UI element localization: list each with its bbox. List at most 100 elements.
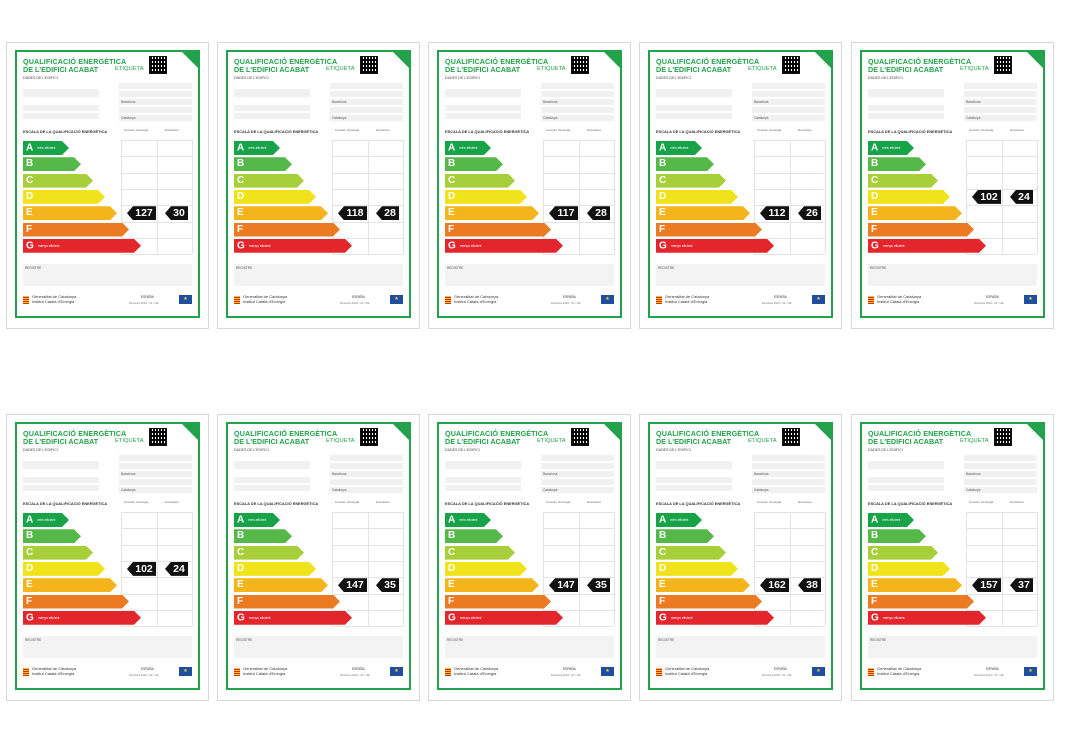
rating-bar-e: E xyxy=(23,206,117,220)
icaen-name: Institut Català d'Energia xyxy=(665,670,708,676)
corner-triangle xyxy=(392,424,409,441)
grid-line xyxy=(121,528,192,530)
emissions-column-header: Emissions xyxy=(798,128,812,132)
rating-letter: A xyxy=(659,514,667,526)
icaen-name: Institut Català d'Energia xyxy=(877,298,920,304)
registre-label: REGISTRE xyxy=(25,266,42,270)
most-efficient-text: més eficient xyxy=(248,146,267,150)
corner-triangle xyxy=(814,52,831,69)
emissions-value-marker: 30 xyxy=(165,206,188,221)
footer: Generalitat de Catalunya Institut Català … xyxy=(868,294,1037,308)
grid-line xyxy=(543,560,614,562)
label-title-line1: QUALIFICACIÓ ENERGÈTICA xyxy=(445,57,549,66)
rating-letter: C xyxy=(659,546,667,558)
espanya-text: ESPAÑA xyxy=(774,295,787,299)
scale-heading: ESCALA DE LA QUALIFICACIÓ ENERGÈTICA xyxy=(234,129,319,134)
registre-block: REGISTRE xyxy=(868,636,1037,658)
consum-value-marker: 118 xyxy=(338,206,367,221)
corner-triangle xyxy=(1026,52,1043,69)
icaen-name: Institut Català d'Energia xyxy=(665,298,708,304)
scale-heading: ESCALA DE LA QUALIFICACIÓ ENERGÈTICA xyxy=(656,501,741,506)
footer: Generalitat de Catalunya Institut Català … xyxy=(656,294,825,308)
registre-label: REGISTRE xyxy=(870,266,887,270)
generalitat-name: Generalitat de Catalunya xyxy=(454,666,499,671)
grid-line xyxy=(966,254,1037,256)
footer: Generalitat de Catalunya Institut Català … xyxy=(23,666,192,680)
registre-label: REGISTRE xyxy=(658,638,675,642)
emissions-value-marker: 24 xyxy=(1010,189,1033,204)
energy-label-card[interactable]: QUALIFICACIÓ ENERGÈTICA DE L'EDIFICI ACAB… xyxy=(6,42,209,329)
scale-heading: ESCALA DE LA QUALIFICACIÓ ENERGÈTICA xyxy=(445,501,530,506)
grid-line xyxy=(121,254,192,256)
generalitat-text: Generalitat de Catalunya Institut Català … xyxy=(665,666,709,676)
registre-label: REGISTRE xyxy=(447,266,464,270)
grid-line xyxy=(966,205,1037,207)
grid-line xyxy=(754,205,825,207)
dades-heading: DADES DE L'EDIFICI xyxy=(868,76,903,80)
data-field xyxy=(23,477,99,483)
rating-letter: F xyxy=(448,595,455,607)
energy-label-card[interactable]: QUALIFICACIÓ ENERGÈTICA DE L'EDIFICI ACAB… xyxy=(851,42,1054,329)
generalitat-name: Generalitat de Catalunya xyxy=(32,294,77,299)
grid-divider xyxy=(790,512,791,627)
grid-line xyxy=(332,609,403,611)
data-field xyxy=(330,487,403,493)
energy-label-card[interactable]: QUALIFICACIÓ ENERGÈTICA DE L'EDIFICI ACAB… xyxy=(428,42,631,329)
footer: Generalitat de Catalunya Institut Català … xyxy=(234,666,403,680)
grid-divider xyxy=(790,140,791,255)
grid-line xyxy=(121,188,192,190)
etiqueta-text: ETIQUETA xyxy=(748,66,777,72)
data-field xyxy=(656,113,732,119)
dades-heading: DADES DE L'EDIFICI xyxy=(234,76,269,80)
registre-label: REGISTRE xyxy=(658,266,675,270)
least-efficient-text: menys eficient xyxy=(37,615,60,620)
grid-line xyxy=(754,140,825,141)
data-field xyxy=(656,461,732,469)
rating-letter: D xyxy=(448,190,456,202)
registre-label: REGISTRE xyxy=(236,266,253,270)
rating-bar-d: D xyxy=(234,190,316,204)
grid-line xyxy=(121,560,192,562)
rating-letter: E xyxy=(448,207,455,219)
most-efficient-text: més eficient xyxy=(459,146,478,150)
energy-label-card[interactable]: QUALIFICACIÓ ENERGÈTICA DE L'EDIFICI ACAB… xyxy=(217,414,420,701)
generalitat-logo-icon xyxy=(234,668,240,676)
region-value: Catalunya xyxy=(754,488,769,492)
label-title-line1: QUALIFICACIÓ ENERGÈTICA xyxy=(868,57,972,66)
grid-line xyxy=(121,544,192,546)
energy-label-card[interactable]: QUALIFICACIÓ ENERGÈTICA DE L'EDIFICI ACAB… xyxy=(639,42,842,329)
rating-letter: F xyxy=(659,223,666,235)
grid-line xyxy=(543,593,614,595)
rating-bar-c: C xyxy=(23,546,93,560)
building-data-block: Barcelona Catalunya xyxy=(23,455,192,493)
label-title-line1: QUALIFICACIÓ ENERGÈTICA xyxy=(23,429,127,438)
grid-divider xyxy=(579,512,580,627)
scale-heading: ESCALA DE LA QUALIFICACIÓ ENERGÈTICA xyxy=(868,501,953,506)
emissions-value-marker: 26 xyxy=(798,206,821,221)
eu-flag-icon: ★ xyxy=(390,295,403,304)
data-field xyxy=(330,91,403,97)
building-data-block: Barcelona Catalunya xyxy=(234,83,403,121)
grid-line xyxy=(754,544,825,546)
grid-line xyxy=(121,626,192,628)
emissions-value-marker: 38 xyxy=(798,578,821,593)
dades-heading: DADES DE L'EDIFICI xyxy=(445,448,480,452)
generalitat-name: Generalitat de Catalunya xyxy=(877,666,922,671)
grid-line xyxy=(543,188,614,190)
grid-line xyxy=(966,237,1037,239)
generalitat-text: Generalitat de Catalunya Institut Català … xyxy=(877,294,921,304)
energy-label-card[interactable]: QUALIFICACIÓ ENERGÈTICA DE L'EDIFICI ACAB… xyxy=(6,414,209,701)
data-field xyxy=(23,89,99,97)
generalitat-logo-icon xyxy=(445,668,451,676)
energy-label-card[interactable]: QUALIFICACIÓ ENERGÈTICA DE L'EDIFICI ACAB… xyxy=(217,42,420,329)
consum-value-marker: 157 xyxy=(972,578,1001,593)
rating-letter: F xyxy=(871,223,878,235)
energy-label-card[interactable]: QUALIFICACIÓ ENERGÈTICA DE L'EDIFICI ACAB… xyxy=(639,414,842,701)
energy-label-card[interactable]: QUALIFICACIÓ ENERGÈTICA DE L'EDIFICI ACAB… xyxy=(851,414,1054,701)
espanya-text: ESPAÑA xyxy=(141,295,154,299)
emissions-column-header: Emissions xyxy=(165,500,179,504)
grid-line xyxy=(332,528,403,530)
energy-label-card[interactable]: QUALIFICACIÓ ENERGÈTICA DE L'EDIFICI ACAB… xyxy=(428,414,631,701)
data-field xyxy=(234,461,310,469)
